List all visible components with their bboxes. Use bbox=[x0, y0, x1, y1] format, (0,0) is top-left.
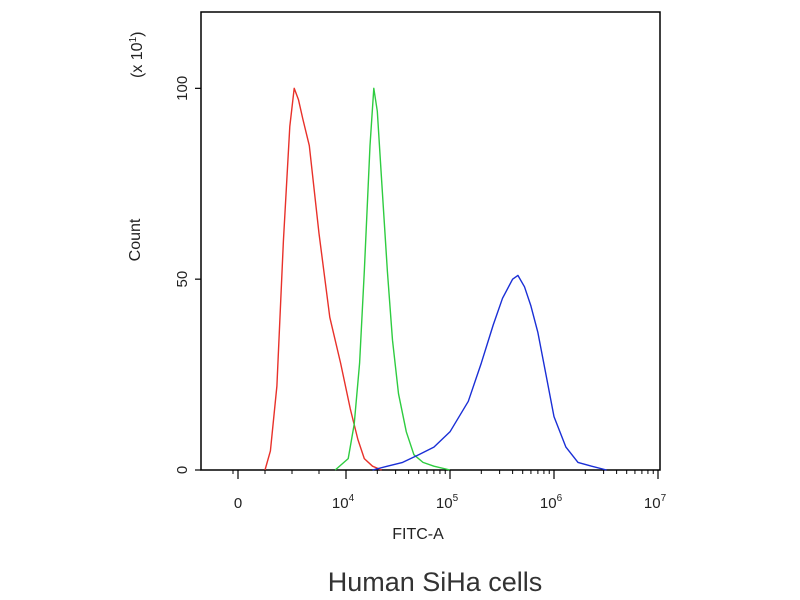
y-tick-label: 50 bbox=[174, 271, 191, 288]
x-axis-label: FITC-A bbox=[392, 526, 444, 543]
y-multiplier-label: (x 101) bbox=[128, 32, 146, 78]
y-tick-label: 0 bbox=[174, 466, 191, 474]
series-line-3 bbox=[372, 274, 607, 471]
plot-frame bbox=[200, 11, 661, 471]
y-multiplier-close: ) bbox=[129, 32, 146, 37]
y-axis-label: Count bbox=[127, 218, 144, 261]
y-ticks: 0 50 100 bbox=[174, 76, 201, 474]
x-ticks: 0 104 105 106 107 bbox=[232, 470, 667, 512]
series-line-2 bbox=[334, 87, 451, 471]
series-layer bbox=[264, 87, 607, 471]
x-tick-label: 106 bbox=[540, 493, 563, 512]
series-line-1 bbox=[264, 87, 382, 471]
x-tick-label: 105 bbox=[436, 493, 459, 512]
x-tick-label: 104 bbox=[332, 493, 355, 512]
x-tick-label: 107 bbox=[644, 493, 667, 512]
x-tick-label: 0 bbox=[234, 495, 242, 512]
caption: Human SiHa cells bbox=[328, 567, 543, 597]
y-multiplier-exponent: 1 bbox=[128, 36, 139, 42]
y-multiplier-prefix: (x 10 bbox=[129, 42, 146, 78]
y-tick-label: 100 bbox=[174, 76, 191, 101]
